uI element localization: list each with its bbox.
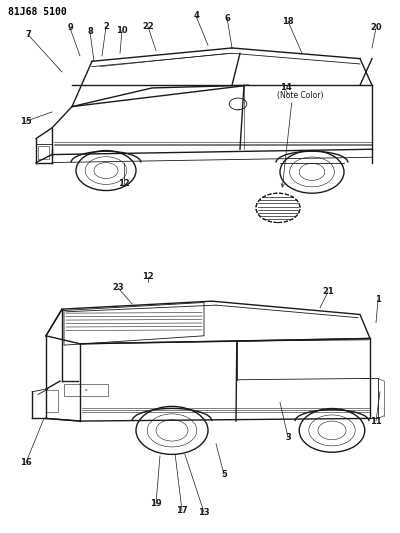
Text: 81J68 5100: 81J68 5100	[8, 7, 67, 17]
Text: 12: 12	[142, 272, 154, 281]
Bar	[64, 384, 108, 395]
Text: 7: 7	[25, 30, 31, 39]
Text: 10: 10	[116, 26, 128, 35]
Text: 13: 13	[198, 508, 210, 516]
Text: 14: 14	[280, 84, 292, 92]
Text: 22: 22	[142, 22, 154, 31]
Text: 3: 3	[285, 433, 291, 441]
Text: (Note Color): (Note Color)	[277, 92, 323, 100]
Text: 18: 18	[282, 17, 294, 26]
Text: 15: 15	[20, 117, 32, 126]
Text: o: o	[85, 388, 87, 392]
Text: 8: 8	[87, 28, 93, 36]
Text: 20: 20	[370, 23, 382, 33]
Text: 11: 11	[370, 417, 382, 425]
Text: 19: 19	[150, 499, 162, 508]
Text: 17: 17	[176, 506, 188, 515]
Text: 4: 4	[193, 12, 199, 20]
Circle shape	[256, 193, 300, 223]
Text: 2: 2	[103, 22, 109, 31]
Text: 23: 23	[112, 284, 124, 292]
Text: 16: 16	[20, 458, 32, 467]
Text: 5: 5	[221, 470, 227, 479]
Text: 12: 12	[118, 180, 130, 188]
Text: 21: 21	[322, 287, 334, 296]
Text: 6: 6	[224, 14, 230, 23]
Bar	[46, 390, 58, 411]
Text: 9: 9	[67, 23, 73, 33]
Text: 1: 1	[375, 295, 381, 304]
